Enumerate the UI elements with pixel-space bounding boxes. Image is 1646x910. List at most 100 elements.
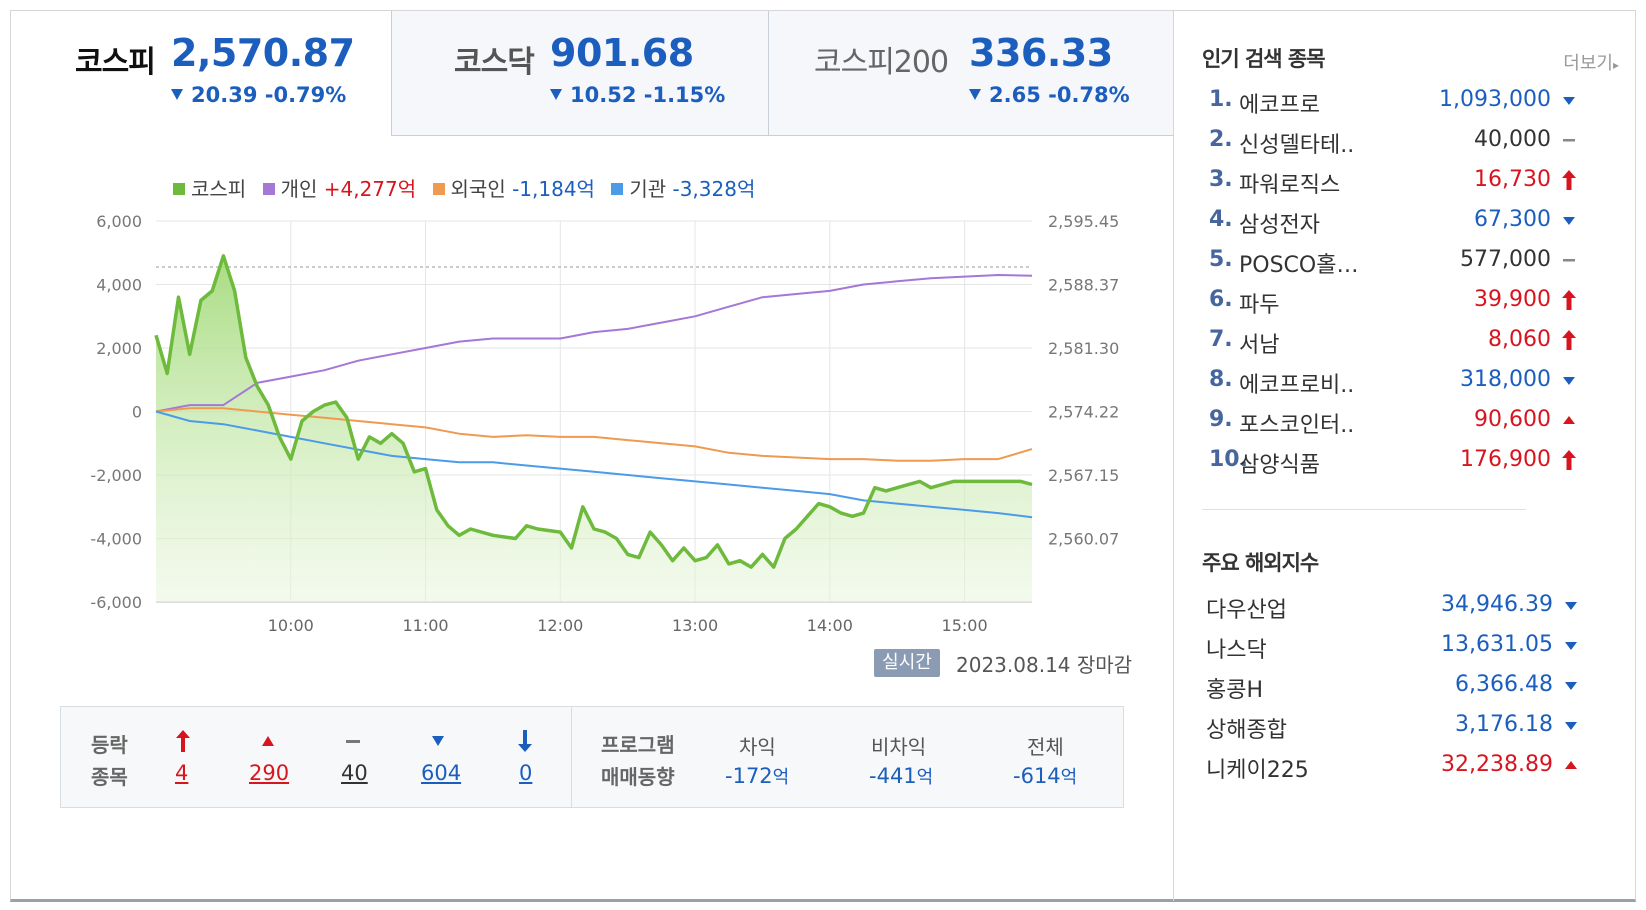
tab-kospi-name: 코스피 bbox=[75, 45, 156, 80]
legend-institution[interactable]: 기관 -3,328억 bbox=[611, 173, 755, 202]
fall-count[interactable]: 604 bbox=[421, 761, 462, 785]
tab-kosdaq[interactable]: 코스닥 901.68 10.52 -1.15% bbox=[391, 11, 768, 136]
program-total-value: -614억 bbox=[1013, 764, 1078, 788]
rise-count[interactable]: 290 bbox=[249, 761, 290, 785]
stock-name[interactable]: 삼성전자 bbox=[1239, 213, 1320, 238]
stock-price: 67,300 bbox=[1474, 207, 1551, 232]
program-label-line2: 매매동향 bbox=[601, 765, 675, 789]
tab-kospi200-change: 2.65 -0.78% bbox=[969, 83, 1130, 107]
hot-search-item[interactable]: 6. 파두 39,900 bbox=[1209, 287, 1619, 327]
index-name[interactable]: 니케이225 bbox=[1206, 758, 1309, 783]
world-index-item[interactable]: 홍콩H 6,366.48 bbox=[1206, 672, 1621, 712]
world-index-item[interactable]: 다우산업 34,946.39 bbox=[1206, 592, 1621, 632]
world-index-item[interactable]: 나스닥 13,631.05 bbox=[1206, 632, 1621, 672]
fall-icon bbox=[1561, 89, 1577, 111]
x-tick: 11:00 bbox=[402, 616, 448, 635]
legend-swatch bbox=[262, 183, 275, 195]
series-line-institution bbox=[155, 410, 1033, 519]
program-total-head: 전체 bbox=[1027, 735, 1064, 759]
series-line-kospi bbox=[154, 254, 1033, 569]
rise-icon bbox=[1563, 754, 1579, 776]
stock-name[interactable]: 신성델타테.. bbox=[1239, 133, 1355, 158]
stock-name[interactable]: 에코프로비.. bbox=[1239, 373, 1355, 398]
stock-name[interactable]: 포스코인터.. bbox=[1239, 413, 1355, 438]
hot-search-item[interactable]: 1. 에코프로 1,093,000 bbox=[1209, 87, 1619, 127]
y-tick-left: 0 bbox=[132, 403, 142, 422]
rank-number: 7. bbox=[1209, 327, 1233, 352]
chevron-right-icon: ▸ bbox=[1612, 58, 1619, 72]
stock-name[interactable]: POSCO홀… bbox=[1239, 253, 1359, 278]
legend-swatch bbox=[173, 183, 185, 195]
stock-name[interactable]: 에코프로 bbox=[1239, 93, 1320, 118]
stock-name[interactable]: 파워로직스 bbox=[1239, 173, 1341, 198]
rank-number: 6. bbox=[1209, 287, 1233, 312]
y-tick-right: 2,567.15 bbox=[1048, 466, 1119, 485]
program-nonarbitrage-value: -441억 bbox=[869, 764, 934, 788]
hot-search-item[interactable]: 7. 서남 8,060 bbox=[1209, 327, 1619, 367]
rank-number: 2. bbox=[1209, 127, 1233, 152]
rank-number: 1. bbox=[1209, 87, 1233, 112]
tab-kospi[interactable]: 코스피 2,570.87 20.39 -0.79% bbox=[11, 11, 391, 136]
lower-limit-count[interactable]: 0 bbox=[519, 761, 533, 785]
series-line-foreign bbox=[155, 407, 1033, 462]
intraday-chart: 6,000 2,595.45 4,000 2,588.37 2,000 2,581.30 0… bbox=[90, 212, 1119, 635]
hot-search-item[interactable]: 8. 에코프로비.. 318,000 bbox=[1209, 367, 1619, 407]
program-arbitrage-head: 차익 bbox=[739, 735, 776, 759]
down-triangle-icon bbox=[171, 89, 183, 100]
index-value: 32,238.89 bbox=[1441, 752, 1553, 777]
rank-number: 3. bbox=[1209, 167, 1233, 192]
index-value: 13,631.05 bbox=[1441, 632, 1553, 657]
fall-icon bbox=[1563, 594, 1579, 616]
stock-name[interactable]: 서남 bbox=[1239, 333, 1280, 358]
stock-name[interactable]: 파두 bbox=[1239, 293, 1280, 318]
stock-price: 318,000 bbox=[1460, 367, 1551, 392]
fall-icon bbox=[1561, 209, 1577, 231]
hot-search-item[interactable]: 2. 신성델타테.. 40,000 bbox=[1209, 127, 1619, 167]
more-link[interactable]: 더보기▸ bbox=[1563, 53, 1619, 74]
legend-swatch bbox=[611, 183, 624, 195]
legend-kospi[interactable]: 코스피 bbox=[173, 173, 246, 202]
fall-icon bbox=[432, 736, 444, 746]
realtime-badge[interactable]: 실시간 bbox=[874, 649, 940, 677]
hot-search-item[interactable]: 10. 삼양식품 176,900 bbox=[1209, 447, 1619, 487]
hot-search-item[interactable]: 3. 파워로직스 16,730 bbox=[1209, 167, 1619, 207]
tab-kosdaq-value: 901.68 bbox=[550, 31, 694, 75]
upper-limit-icon bbox=[1561, 169, 1577, 191]
unchanged-icon bbox=[1561, 249, 1577, 271]
down-triangle-icon bbox=[969, 89, 981, 100]
chart-legend: 코스피 개인 +4,277억 외국인 -1,184억 기관 -3,328억 bbox=[173, 173, 765, 202]
tab-kospi200[interactable]: 코스피200 336.33 2.65 -0.78% bbox=[768, 11, 1173, 136]
y-tick-left: 4,000 bbox=[96, 276, 142, 295]
legend-individual[interactable]: 개인 +4,277억 bbox=[262, 173, 416, 202]
index-value: 6,366.48 bbox=[1455, 672, 1553, 697]
stock-name[interactable]: 삼양식품 bbox=[1239, 453, 1320, 478]
fall-icon bbox=[1563, 714, 1579, 736]
index-name[interactable]: 상해종합 bbox=[1206, 718, 1287, 743]
index-name[interactable]: 홍콩H bbox=[1206, 678, 1264, 703]
hot-search-item[interactable]: 9. 포스코인터.. 90,600 bbox=[1209, 407, 1619, 447]
program-arbitrage-value: -172억 bbox=[725, 764, 790, 788]
legend-foreign[interactable]: 외국인 -1,184억 bbox=[432, 173, 595, 202]
y-tick-left: 6,000 bbox=[96, 212, 142, 231]
rank-number: 4. bbox=[1209, 207, 1233, 232]
index-name[interactable]: 나스닥 bbox=[1206, 638, 1267, 663]
index-name[interactable]: 다우산업 bbox=[1206, 598, 1287, 623]
hot-search-item[interactable]: 4. 삼성전자 67,300 bbox=[1209, 207, 1619, 247]
y-tick-right: 2,574.22 bbox=[1048, 403, 1119, 422]
x-tick: 10:00 bbox=[268, 616, 314, 635]
y-tick-left: -6,000 bbox=[90, 593, 142, 612]
unchanged-count[interactable]: 40 bbox=[341, 761, 368, 785]
hot-search-item[interactable]: 5. POSCO홀… 577,000 bbox=[1209, 247, 1619, 287]
upper-limit-icon bbox=[1561, 329, 1577, 351]
x-tick: 12:00 bbox=[537, 616, 583, 635]
y-tick-left: 2,000 bbox=[96, 339, 142, 358]
y-tick-right: 2,595.45 bbox=[1048, 212, 1119, 231]
upper-limit-count[interactable]: 4 bbox=[175, 761, 189, 785]
tab-kospi200-value: 336.33 bbox=[969, 31, 1113, 75]
world-index-item[interactable]: 상해종합 3,176.18 bbox=[1206, 712, 1621, 752]
fall-icon bbox=[1563, 634, 1579, 656]
stock-price: 176,900 bbox=[1460, 447, 1551, 472]
world-index-item[interactable]: 니케이225 32,238.89 bbox=[1206, 752, 1621, 792]
advance-decline-box: 등락 종목 4 290 40 604 0 프로그램 매매동향 차익 -172억 … bbox=[60, 706, 1124, 808]
tab-kospi-change: 20.39 -0.79% bbox=[171, 83, 346, 107]
